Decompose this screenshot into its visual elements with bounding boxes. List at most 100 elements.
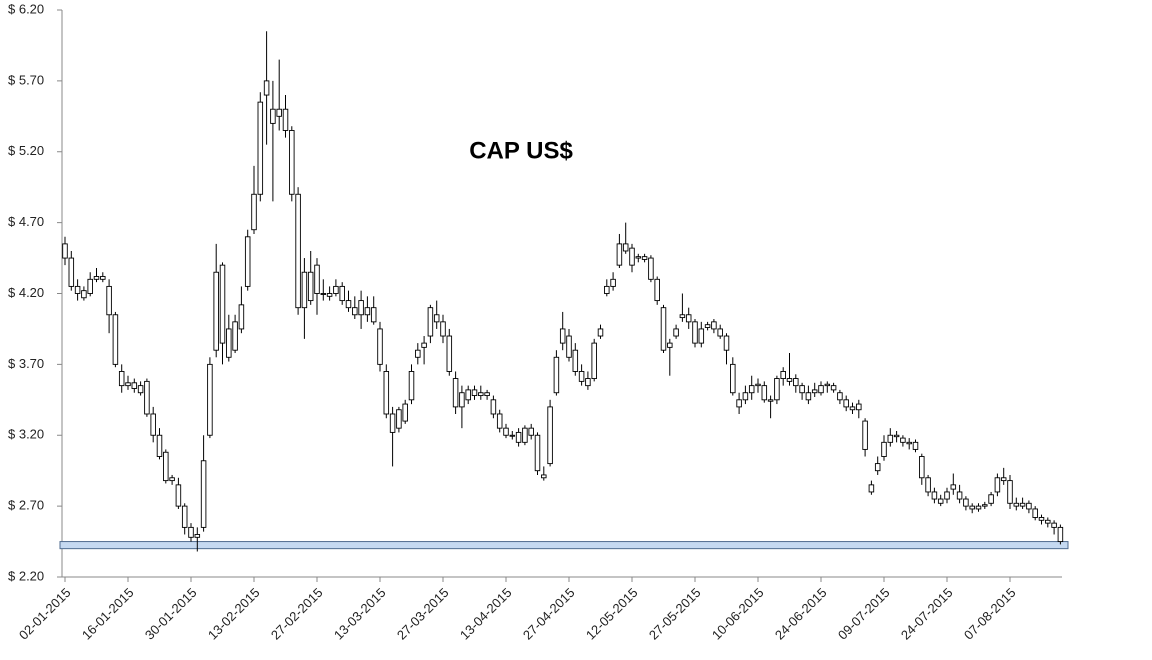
candle-body bbox=[837, 392, 843, 401]
x-tick-label: 30-01-2015 bbox=[142, 585, 200, 643]
candle-body bbox=[667, 342, 673, 348]
x-tick-label: 27-02-2015 bbox=[268, 585, 326, 643]
candle-body bbox=[900, 437, 906, 443]
candle-body bbox=[415, 349, 421, 358]
candle-body bbox=[370, 307, 377, 323]
x-tick-label: 13-03-2015 bbox=[331, 585, 389, 643]
candle-body bbox=[358, 300, 364, 316]
candle-body bbox=[912, 441, 919, 450]
x-tick-label: 09-07-2015 bbox=[835, 585, 893, 643]
candle-body bbox=[692, 321, 698, 344]
candle-body bbox=[553, 356, 560, 394]
candle-body bbox=[893, 434, 900, 438]
candle-body bbox=[257, 101, 264, 195]
candle-body bbox=[452, 378, 459, 408]
candle-body bbox=[566, 335, 572, 358]
candle-body bbox=[956, 491, 963, 500]
candle-body bbox=[585, 378, 591, 387]
candle-body bbox=[969, 505, 975, 510]
candle-body bbox=[1045, 519, 1051, 524]
candle-body bbox=[1032, 508, 1038, 518]
candle-body bbox=[654, 278, 660, 302]
x-tick-label: 10-06-2015 bbox=[709, 585, 767, 643]
candle-body bbox=[465, 389, 471, 401]
y-tick-label: $ 6.20 bbox=[8, 1, 44, 16]
candle-body bbox=[106, 285, 112, 316]
candle-body bbox=[742, 392, 749, 401]
y-tick-label: $ 3.70 bbox=[8, 356, 44, 371]
candle-body bbox=[578, 371, 585, 382]
candle-body bbox=[975, 505, 982, 510]
candle-body bbox=[774, 378, 780, 401]
candle-body bbox=[1057, 526, 1064, 543]
candle-body bbox=[723, 335, 730, 351]
candle-body bbox=[496, 413, 503, 429]
candle-body bbox=[345, 300, 352, 309]
candle-body bbox=[219, 264, 226, 344]
candle-body bbox=[194, 534, 201, 538]
candle-body bbox=[326, 293, 333, 297]
candle-body bbox=[175, 484, 182, 507]
candle-body bbox=[156, 434, 163, 457]
candle-body bbox=[786, 378, 793, 382]
candle-body bbox=[604, 285, 610, 294]
candle-body bbox=[87, 278, 93, 294]
x-tick-label: 13-04-2015 bbox=[457, 585, 515, 643]
candle-body bbox=[679, 314, 686, 319]
candle-body bbox=[937, 498, 944, 504]
candle-body bbox=[301, 271, 308, 309]
candle-body bbox=[755, 383, 761, 387]
candle-body bbox=[118, 371, 125, 387]
candle-body bbox=[1051, 522, 1057, 528]
candle-body bbox=[780, 371, 786, 379]
y-tick-label: $ 4.20 bbox=[8, 285, 44, 300]
y-tick-label: $ 2.70 bbox=[8, 498, 44, 513]
x-tick-label: 27-04-2015 bbox=[520, 585, 578, 643]
candle-body bbox=[484, 392, 490, 397]
candle-body bbox=[874, 463, 881, 472]
x-tick-label: 07-08-2015 bbox=[961, 585, 1019, 643]
candle-body bbox=[200, 460, 207, 528]
candle-body bbox=[377, 328, 383, 365]
candle-body bbox=[62, 243, 68, 259]
candle-body bbox=[711, 321, 717, 330]
candle-body bbox=[364, 307, 371, 316]
x-tick-label: 24-07-2015 bbox=[898, 585, 956, 643]
candle-body bbox=[150, 413, 156, 436]
candle-body bbox=[635, 256, 642, 259]
candle-body bbox=[673, 328, 679, 337]
candle-body bbox=[622, 243, 629, 252]
candle-body bbox=[188, 526, 194, 538]
candle-body bbox=[100, 276, 106, 280]
candle-body bbox=[333, 285, 339, 294]
candle-body bbox=[169, 477, 175, 482]
candle-body bbox=[207, 363, 213, 436]
y-tick-label: $ 5.20 bbox=[8, 143, 44, 158]
candle-body bbox=[503, 427, 509, 436]
candle-body bbox=[389, 413, 396, 433]
candle-body bbox=[93, 276, 100, 280]
candle-body bbox=[597, 328, 604, 337]
candle-body bbox=[339, 285, 345, 302]
candle-body bbox=[352, 307, 358, 316]
candle-body bbox=[1038, 517, 1045, 521]
candle-body bbox=[263, 80, 270, 96]
candle-body bbox=[793, 378, 799, 387]
candle-body bbox=[994, 477, 1001, 493]
candle-body bbox=[748, 385, 755, 394]
candle-body bbox=[1019, 502, 1026, 507]
candle-body bbox=[849, 406, 856, 411]
y-tick-label: $ 5.70 bbox=[8, 72, 44, 87]
y-tick-label: $ 3.20 bbox=[8, 427, 44, 442]
candle-body bbox=[459, 392, 465, 408]
candle-body bbox=[408, 371, 415, 401]
candle-body bbox=[572, 349, 579, 372]
candle-body bbox=[950, 484, 957, 490]
candle-body bbox=[862, 420, 868, 450]
candle-body bbox=[112, 314, 119, 365]
candle-body bbox=[276, 108, 282, 117]
candle-body bbox=[446, 335, 453, 372]
candle-body bbox=[648, 257, 654, 280]
candle-body bbox=[660, 307, 667, 351]
candle-body bbox=[591, 342, 597, 379]
